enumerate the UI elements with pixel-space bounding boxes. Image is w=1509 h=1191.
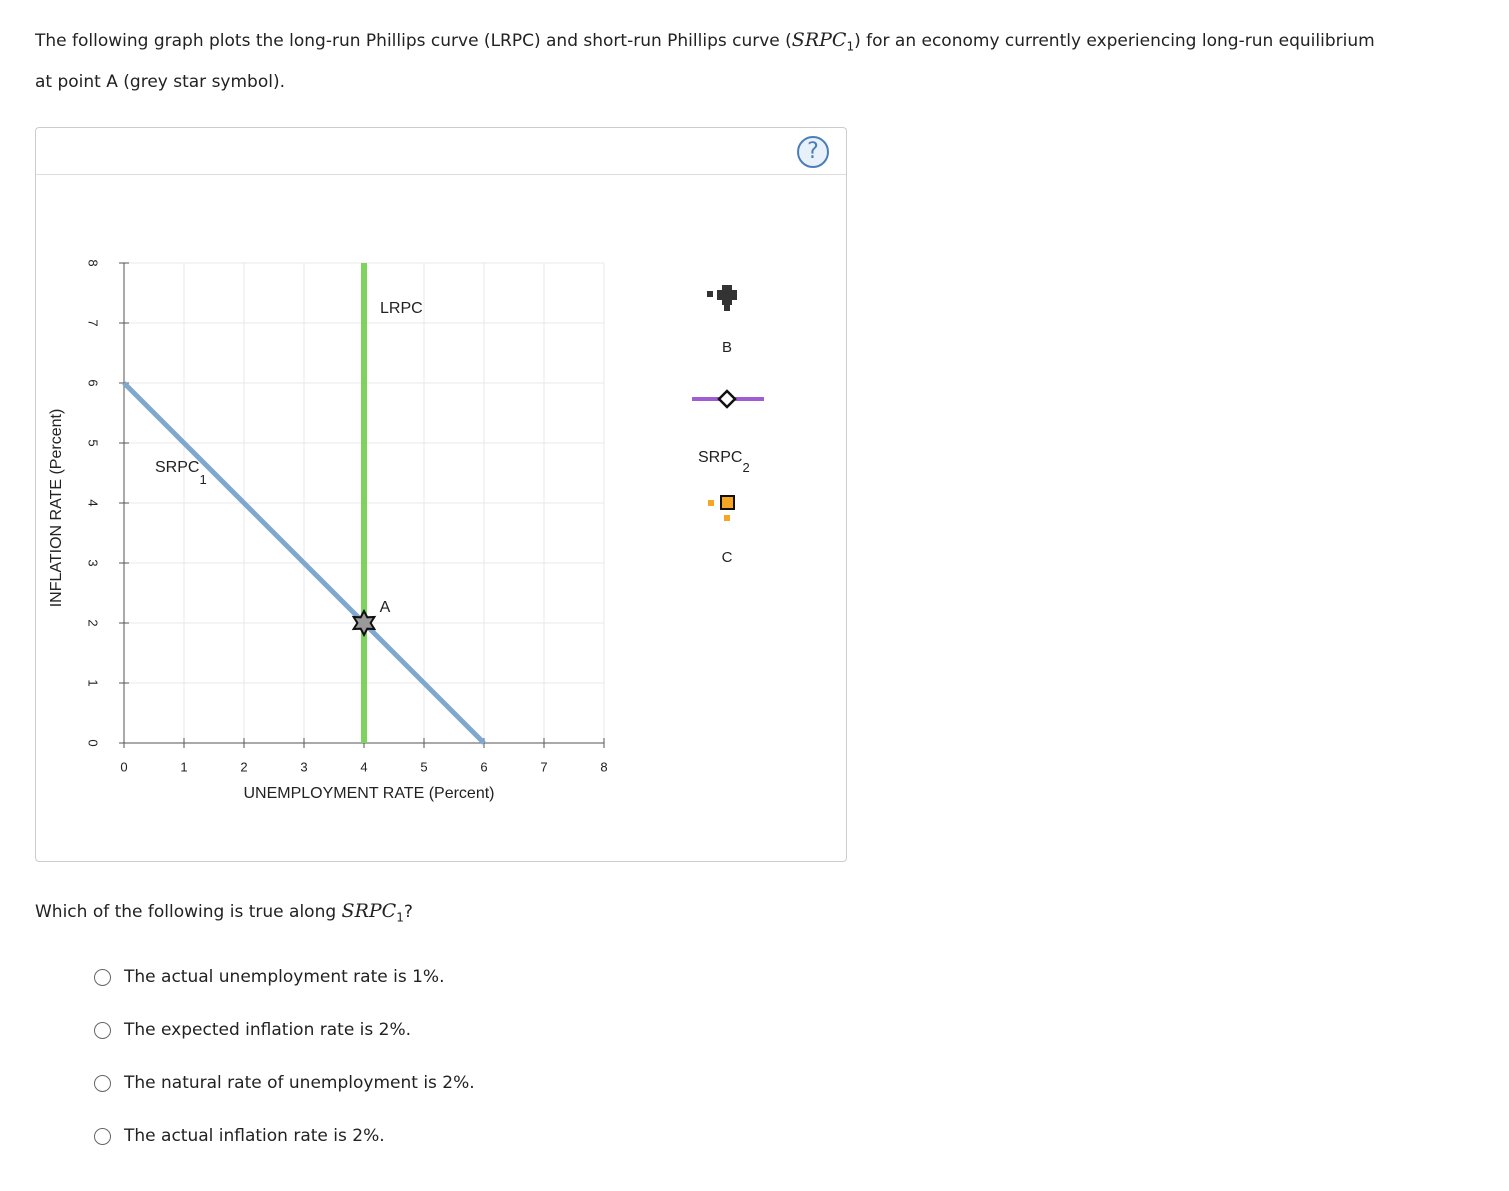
x-tick-label: 1 [180,759,187,774]
icon [720,495,735,510]
y-tick-label: 8 [86,259,101,266]
series-name: SRPC [155,459,199,476]
subscript: 1 [396,910,404,925]
icon [724,515,730,521]
tool-label: C [722,549,733,566]
option-text: The expected inflation rate is 2%. [124,1020,412,1040]
y-tick-label: 7 [86,319,101,326]
icon [717,389,737,409]
subscript: 1 [846,39,855,54]
intro: The following graph plots the long-run P… [35,22,1395,100]
tool-label: SRPC2 [698,449,750,475]
point-label: A [380,599,391,616]
icon [708,500,714,506]
graph-panel: ? 0 1 2 3 4 5 6 7 8 0 1 2 3 4 5 6 7 8 UNEMPLOYMENT RATE (P… [35,127,847,862]
y-axis-label: INFLATION RATE (Percent) [48,409,65,608]
y-tick-label: 4 [86,499,101,506]
tool-b[interactable]: B [707,285,737,356]
radio-button[interactable] [94,968,111,986]
point-marker [351,608,377,638]
tool-name: SRPC [698,449,742,466]
math: SRPC [791,29,847,51]
x-tick-label: 3 [300,759,307,774]
radio-button[interactable] [94,1021,111,1039]
y-tick-label: 3 [86,559,101,566]
text: Which of the following is true along [35,902,342,922]
series-subscript: 1 [199,472,206,487]
x-tick-label: 6 [480,759,487,774]
help-button[interactable]: ? [797,136,829,168]
option-text: The actual inflation rate is 2%. [124,1126,385,1146]
y-tick-label: 6 [86,379,101,386]
series-name: LRPC [380,300,423,317]
panel-header: ? [36,128,846,175]
y-tick-label: 2 [86,619,101,626]
chart-body: 0 1 2 3 4 5 6 7 8 0 1 2 3 4 5 6 7 8 UNEMPLOYMENT RATE (Per… [48,259,764,802]
x-axis-label: UNEMPLOYMENT RATE (Percent) [243,785,494,802]
tool-subscript: 2 [742,460,749,475]
option[interactable]: The natural rate of unemployment is 2%. [94,1073,475,1093]
radio-button[interactable] [94,1127,111,1145]
icon [717,290,737,300]
x-tick-label: 4 [360,759,367,774]
icon [724,305,730,311]
x-tick-label: 7 [540,759,547,774]
text: ) for an economy currently experiencing … [35,31,1375,93]
radio-button[interactable] [94,1074,111,1092]
x-tick-label: 8 [600,759,607,774]
option[interactable]: The actual inflation rate is 2%. [94,1126,385,1146]
series-line [122,381,486,745]
tool-label: B [722,339,732,356]
y-tick-label: 5 [86,439,101,446]
y-tick-label: 0 [86,739,101,746]
option[interactable]: The actual unemployment rate is 1%. [94,967,444,987]
tool-srpc2[interactable]: SRPC2 [692,389,764,475]
x-tick-label: 2 [240,759,247,774]
tool-c[interactable]: C [708,495,735,566]
tool-palette: B SRPC2 C [692,285,764,566]
text: The following graph plots the long-run P… [35,31,792,51]
chart: 0 1 2 3 4 5 6 7 8 0 1 2 3 4 5 6 7 8 UNEMPLOYMENT RATE (Per… [48,259,764,802]
icon [707,291,713,297]
x-tick-label: 0 [120,759,127,774]
x-tick-label: 5 [420,759,427,774]
option[interactable]: The expected inflation rate is 2%. [94,1020,411,1040]
y-tick-label: 1 [86,679,101,686]
math: SRPC [341,900,397,922]
option-text: The natural rate of unemployment is 2%. [124,1073,475,1093]
option-text: The actual unemployment rate is 1%. [124,967,445,987]
series-label: SRPC1 [155,459,207,487]
series-label: LRPC [380,300,423,317]
question: Which of the following is true along SRP… [35,900,413,924]
text: ? [403,902,413,922]
